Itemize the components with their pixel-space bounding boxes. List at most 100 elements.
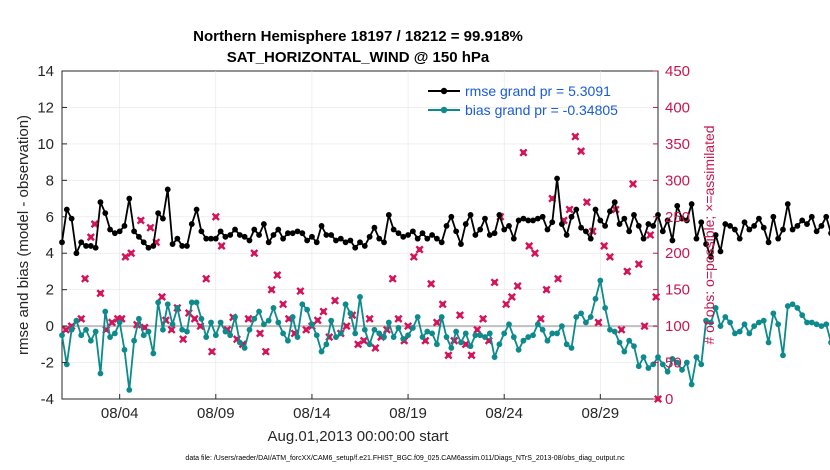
obs-count-point [623, 267, 632, 276]
rmse-point [376, 235, 383, 242]
bias-point [342, 301, 349, 308]
bias-point [87, 337, 94, 344]
obs-dot [315, 317, 321, 323]
rmse-point [280, 235, 286, 242]
rmse-point [212, 235, 219, 242]
rmse-point [703, 241, 709, 248]
rmse-point [188, 221, 195, 227]
bias-point [188, 299, 195, 306]
bias-point [770, 310, 777, 317]
obs-count-point [313, 316, 322, 325]
bias-point [318, 348, 325, 355]
bias-point [563, 341, 570, 348]
obs-dot [509, 294, 515, 300]
obs-count-point [267, 285, 276, 294]
bias-point [813, 321, 820, 328]
bias-point [453, 328, 460, 335]
rmse-point [818, 222, 825, 229]
rmse-point [145, 244, 152, 251]
rmse-point [525, 217, 532, 224]
obs-dot [647, 232, 653, 238]
bias-point [751, 323, 758, 330]
obs-dot [584, 199, 590, 205]
bias-point [136, 315, 142, 322]
rmse-point [760, 224, 767, 231]
rmse-point [409, 228, 416, 235]
y-right-tick-label: 200 [665, 245, 690, 262]
bias-point [236, 339, 243, 346]
obs-count-point [646, 230, 655, 240]
rmse-point [155, 210, 162, 217]
obs-count-point [444, 351, 453, 360]
obs-dot [526, 243, 532, 249]
y-right-tick-label: 50 [665, 355, 682, 372]
obs-count-point [409, 252, 418, 261]
rmse-point [78, 239, 85, 246]
rmse-point [419, 230, 426, 237]
bias-point [83, 326, 89, 333]
obs-count-point [179, 335, 188, 344]
rmse-point [102, 210, 109, 217]
x-tick-label: 08/09 [197, 405, 235, 422]
bias-point [434, 341, 440, 348]
bias-point [765, 339, 772, 346]
rmse-point [770, 213, 777, 220]
rmse-point [583, 228, 589, 235]
bias-point [275, 319, 282, 326]
obs-dot [463, 341, 469, 347]
obs-count-point [279, 300, 288, 309]
obs-dot [480, 316, 486, 322]
bias-point [405, 332, 411, 339]
obs-dot [321, 309, 326, 314]
obs-dot [486, 338, 492, 344]
bias-point [510, 334, 517, 340]
obs-dot [263, 349, 269, 355]
bias-point [140, 332, 147, 339]
bias-point [328, 317, 335, 324]
obs-count-point [250, 249, 259, 258]
obs-dot [128, 250, 134, 256]
obs-count-point [652, 292, 661, 302]
rmse-point [794, 222, 801, 229]
bias-point [707, 319, 714, 326]
obs-count-point [438, 300, 447, 309]
x-tick-label: 08/19 [389, 405, 427, 422]
rmse-point [631, 212, 637, 218]
bias-point [381, 334, 387, 340]
obs-count-point [273, 271, 282, 280]
rmse-point [635, 222, 642, 229]
rmse-point [59, 239, 65, 246]
rmse-point [554, 175, 560, 182]
rmse-point [616, 221, 623, 227]
obs-count-point [86, 233, 95, 242]
y-right-tick-label: 100 [665, 318, 690, 335]
rmse-point [414, 235, 421, 242]
obs-dot [440, 301, 446, 307]
y-tick-label: -4 [41, 391, 54, 408]
obs-dot [653, 294, 659, 300]
y-right-tick-label: 150 [665, 282, 690, 299]
rmse-point [184, 243, 190, 249]
obs-dot [361, 338, 367, 344]
obs-dot [98, 290, 103, 296]
obs-dot [396, 316, 401, 322]
rmse-point [193, 206, 200, 213]
bias-point [150, 350, 157, 357]
bias-point [784, 303, 791, 309]
rmse-point [732, 226, 738, 233]
rmse-point [587, 235, 594, 242]
rmse-point [164, 186, 171, 193]
obs-count-point [319, 307, 328, 316]
obs-dot [446, 352, 451, 358]
rmse-point [458, 241, 464, 248]
rmse-point [626, 228, 633, 235]
obs-dot [405, 323, 411, 329]
rmse-point [160, 215, 166, 222]
rmse-point [342, 239, 349, 246]
obs-count-point [217, 241, 226, 250]
rmse-point [309, 233, 315, 240]
rmse-point [712, 232, 719, 238]
obs-count-point [261, 347, 270, 356]
bias-point [525, 334, 532, 340]
obs-dot [532, 250, 538, 256]
